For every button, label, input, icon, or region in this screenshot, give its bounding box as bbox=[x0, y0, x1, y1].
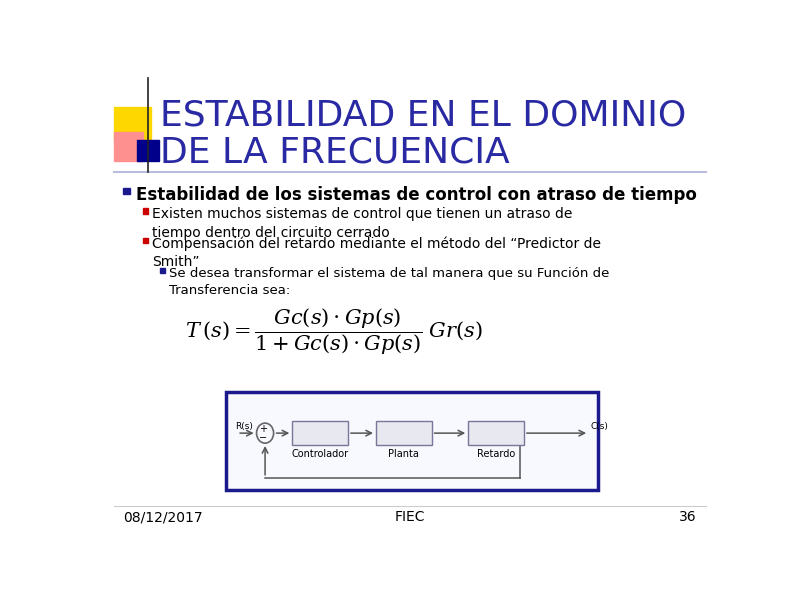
Text: R(s): R(s) bbox=[236, 422, 254, 431]
Bar bbox=[161, 268, 165, 273]
Bar bbox=[292, 421, 348, 445]
Text: 36: 36 bbox=[679, 510, 697, 524]
Text: Gc(s): Gc(s) bbox=[306, 428, 334, 438]
Text: −: − bbox=[259, 433, 267, 443]
Bar bbox=[468, 421, 524, 445]
Bar bbox=[226, 392, 598, 490]
Text: ESTABILIDAD EN EL DOMINIO: ESTABILIDAD EN EL DOMINIO bbox=[161, 99, 686, 133]
Text: Controlador: Controlador bbox=[291, 449, 349, 458]
Text: Gr(s): Gr(s) bbox=[482, 428, 510, 438]
Text: Planta: Planta bbox=[388, 449, 419, 458]
Bar bbox=[142, 208, 148, 214]
Text: FIEC: FIEC bbox=[394, 510, 426, 524]
Bar bbox=[376, 421, 432, 445]
Text: +: + bbox=[259, 424, 267, 434]
Text: 08/12/2017: 08/12/2017 bbox=[123, 510, 203, 524]
Text: Existen muchos sistemas de control que tienen un atraso de
tiempo dentro del cir: Existen muchos sistemas de control que t… bbox=[152, 207, 572, 239]
Bar bbox=[114, 132, 143, 161]
Bar bbox=[138, 140, 159, 161]
Text: C(s): C(s) bbox=[590, 422, 609, 431]
Text: Estabilidad de los sistemas de control con atraso de tiempo: Estabilidad de los sistemas de control c… bbox=[136, 186, 697, 204]
Bar bbox=[114, 107, 151, 141]
Text: Se desea transformar el sistema de tal manera que su Función de
Transferencia se: Se desea transformar el sistema de tal m… bbox=[169, 267, 610, 298]
Text: Compensación del retardo mediante el método del “Predictor de
Smith”: Compensación del retardo mediante el mét… bbox=[152, 236, 601, 269]
Bar bbox=[142, 238, 148, 243]
Text: $T\,(s) = \dfrac{Gc(s)\cdot Gp(s)}{1+Gc(s)\cdot Gp(s)}\;Gr(s)$: $T\,(s) = \dfrac{Gc(s)\cdot Gp(s)}{1+Gc(… bbox=[186, 307, 483, 358]
Text: DE LA FRECUENCIA: DE LA FRECUENCIA bbox=[161, 135, 510, 169]
Text: Gp(s): Gp(s) bbox=[389, 428, 419, 438]
Bar bbox=[123, 187, 130, 194]
Text: Retardo: Retardo bbox=[477, 449, 515, 458]
